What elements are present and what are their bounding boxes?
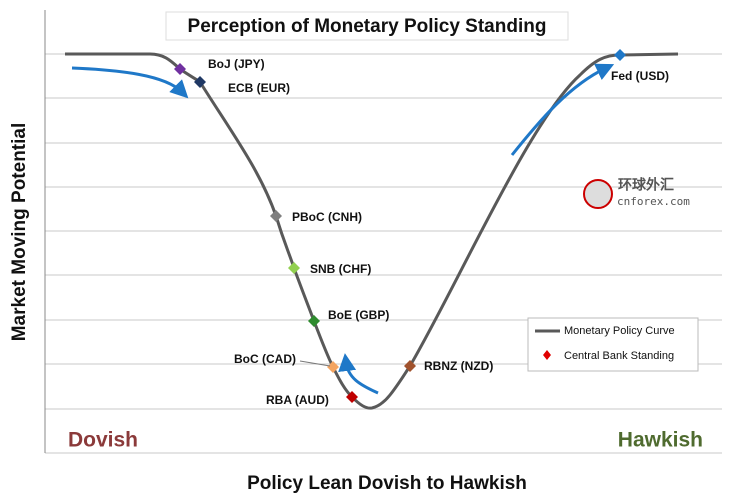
- arrow: [510, 63, 615, 156]
- dovish-label: Dovish: [68, 429, 138, 452]
- bank-label: PBoC (CNH): [292, 210, 362, 224]
- watermark-logo: [583, 179, 613, 209]
- watermark-text: 环球外汇: [618, 177, 674, 193]
- hawkish-label: Hawkish: [618, 429, 703, 452]
- bank-label: RBNZ (NZD): [424, 359, 493, 373]
- bank-label: BoJ (JPY): [208, 57, 265, 71]
- marker: [327, 361, 339, 373]
- legend-box: [527, 317, 699, 372]
- y-axis-label: Market Moving Potential: [9, 123, 30, 342]
- grid: [44, 10, 722, 454]
- policy-curve: [65, 52, 679, 410]
- marker: [174, 63, 186, 75]
- marker: [194, 76, 206, 88]
- bank-label: RBA (AUD): [266, 393, 329, 407]
- bank-label: BoC (CAD): [234, 352, 296, 366]
- title-box: [165, 11, 569, 41]
- arrow: [338, 353, 379, 395]
- marker: [288, 262, 300, 274]
- legend-swatch: [543, 350, 551, 360]
- marker: [614, 49, 626, 61]
- watermark: 环球外汇 cnforex.com: [583, 177, 690, 209]
- marker: [404, 360, 416, 372]
- bank-label: SNB (CHF): [310, 262, 371, 276]
- legend: Monetary Policy Curve Central Bank Stand…: [527, 317, 699, 372]
- marker: [270, 210, 282, 222]
- chart-title: Perception of Monetary Policy Standing: [188, 16, 547, 37]
- leader-line: [299, 360, 331, 367]
- marker: [346, 391, 358, 403]
- bank-markers: [174, 49, 626, 403]
- x-axis-label: Policy Lean Dovish to Hawkish: [247, 473, 527, 494]
- watermark-text: cnforex.com: [617, 195, 690, 208]
- legend-label: Central Bank Standing: [564, 350, 674, 362]
- legend-label: Monetary Policy Curve: [564, 325, 675, 337]
- arrow: [71, 66, 189, 99]
- marker: [308, 315, 320, 327]
- bank-label: BoE (GBP): [328, 308, 389, 322]
- bank-label: Fed (USD): [611, 69, 669, 83]
- bank-label: ECB (EUR): [228, 81, 290, 95]
